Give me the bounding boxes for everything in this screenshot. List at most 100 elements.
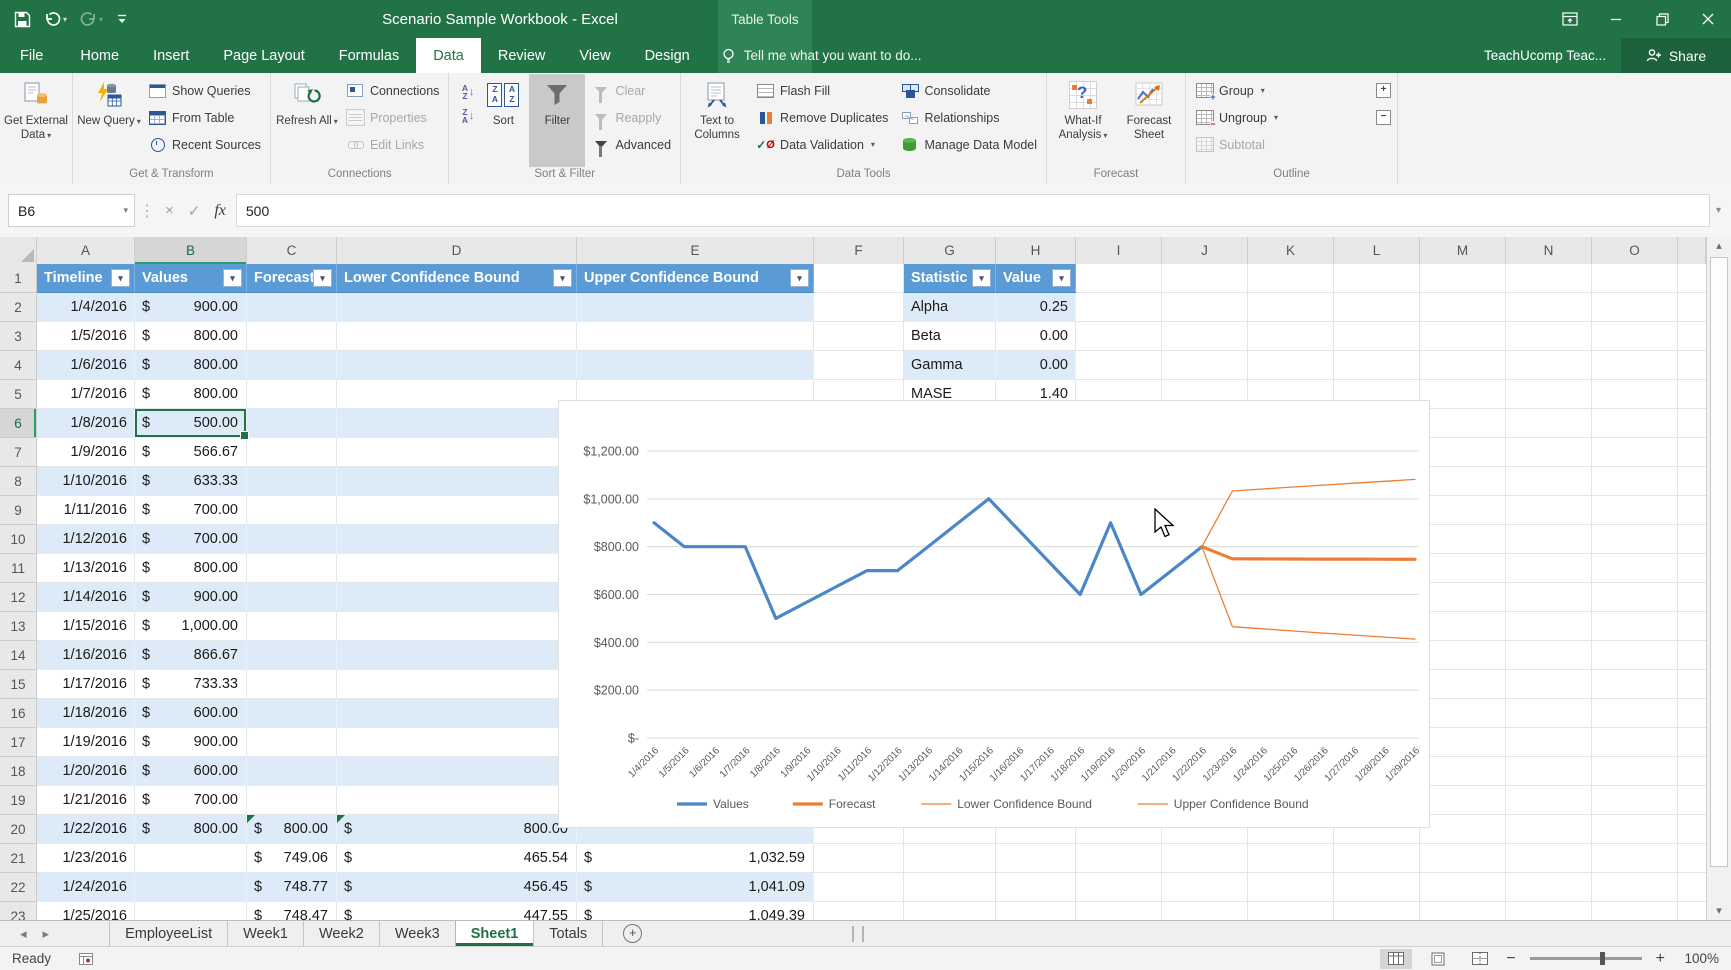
cell-D16[interactable] [337, 699, 577, 728]
sheet-tab-week2[interactable]: Week2 [303, 921, 379, 946]
save-button[interactable] [14, 11, 31, 28]
cell-L4[interactable] [1334, 351, 1420, 380]
cell-N9[interactable] [1506, 496, 1592, 525]
cell-H2[interactable]: 0.25 [996, 293, 1076, 322]
row-header-20[interactable]: 20 [0, 815, 37, 844]
remove-duplicates-button[interactable]: Remove Duplicates [750, 104, 894, 131]
close-button[interactable] [1685, 0, 1731, 38]
what-if-analysis-button[interactable]: What-If Analysis▾ [1050, 74, 1116, 167]
table-header-B1[interactable]: Values▾ [135, 264, 247, 293]
text-to-columns-button[interactable]: Text to Columns [684, 74, 750, 167]
cell-N6[interactable] [1506, 409, 1592, 438]
cell-A12[interactable]: 1/14/2016 [37, 583, 135, 612]
cell-A17[interactable]: 1/19/2016 [37, 728, 135, 757]
cell-K2[interactable] [1248, 293, 1334, 322]
cell-C14[interactable] [247, 641, 337, 670]
row-header-14[interactable]: 14 [0, 641, 37, 670]
row-header-5[interactable]: 5 [0, 380, 37, 409]
cell-O20[interactable] [1592, 815, 1678, 844]
cell-C15[interactable] [247, 670, 337, 699]
scroll-down-icon[interactable]: ▾ [1707, 902, 1731, 920]
cell-C2[interactable] [247, 293, 337, 322]
cell-O11[interactable] [1592, 554, 1678, 583]
row-header-12[interactable]: 12 [0, 583, 37, 612]
from-table-button[interactable]: From Table [142, 104, 267, 131]
cell-J3[interactable] [1162, 322, 1248, 351]
name-box-dropdown-arrow[interactable]: ▾ [123, 205, 128, 216]
zoom-slider-thumb[interactable] [1600, 952, 1605, 965]
restore-button[interactable] [1639, 0, 1685, 38]
column-header-N[interactable]: N [1506, 237, 1592, 264]
cell-O9[interactable] [1592, 496, 1678, 525]
cell-I3[interactable] [1076, 322, 1162, 351]
cell-N3[interactable] [1506, 322, 1592, 351]
cell-O12[interactable] [1592, 583, 1678, 612]
cell-J2[interactable] [1162, 293, 1248, 322]
cell-F23[interactable] [814, 902, 904, 920]
show-detail-button[interactable]: + [1373, 77, 1394, 104]
sheet-nav-left-icon[interactable]: ◂ [20, 926, 27, 942]
cell-B5[interactable]: $800.00 [135, 380, 247, 409]
cell-F22[interactable] [814, 873, 904, 902]
row-header-17[interactable]: 17 [0, 728, 37, 757]
cell-C8[interactable] [247, 467, 337, 496]
cell-L3[interactable] [1334, 322, 1420, 351]
cell-H23[interactable] [996, 902, 1076, 920]
cell-E22[interactable]: $1,041.09 [577, 873, 814, 902]
cell-B15[interactable]: $733.33 [135, 670, 247, 699]
row-header-8[interactable]: 8 [0, 467, 37, 496]
cell-C3[interactable] [247, 322, 337, 351]
zoom-out-button[interactable]: − [1506, 950, 1515, 968]
cell-B7[interactable]: $566.67 [135, 438, 247, 467]
cell-E4[interactable] [577, 351, 814, 380]
cell-M4[interactable] [1420, 351, 1506, 380]
cell-C18[interactable] [247, 757, 337, 786]
row-header-4[interactable]: 4 [0, 351, 37, 380]
cell-K21[interactable] [1248, 844, 1334, 873]
zoom-slider[interactable] [1530, 957, 1642, 960]
tab-scroll-splitter[interactable] [852, 926, 864, 942]
cell-H3[interactable]: 0.00 [996, 322, 1076, 351]
cell-O15[interactable] [1592, 670, 1678, 699]
name-box[interactable]: B6▾ [8, 194, 135, 227]
cell-M9[interactable] [1420, 496, 1506, 525]
cell-J23[interactable] [1162, 902, 1248, 920]
cell-C12[interactable] [247, 583, 337, 612]
ribbon-tab-home[interactable]: Home [63, 38, 136, 73]
vertical-scrollbar[interactable]: ▴ ▾ [1706, 237, 1731, 920]
cell-C16[interactable] [247, 699, 337, 728]
cell-B20[interactable]: $800.00 [135, 815, 247, 844]
cell-C7[interactable] [247, 438, 337, 467]
sheet-tab-week1[interactable]: Week1 [227, 921, 303, 946]
column-header-I[interactable]: I [1076, 237, 1162, 264]
cell-C6[interactable] [247, 409, 337, 438]
cell-D15[interactable] [337, 670, 577, 699]
column-header-D[interactable]: D [337, 237, 577, 264]
cell-N11[interactable] [1506, 554, 1592, 583]
sheet-tab-week3[interactable]: Week3 [379, 921, 455, 946]
table-header-A1[interactable]: Timeline▾ [37, 264, 135, 293]
cell-F2[interactable] [814, 293, 904, 322]
cell-M6[interactable] [1420, 409, 1506, 438]
page-break-view-button[interactable] [1464, 949, 1496, 969]
data-validation-button[interactable]: ✓ØData Validation▾ [750, 131, 894, 158]
cell-I4[interactable] [1076, 351, 1162, 380]
cell-O3[interactable] [1592, 322, 1678, 351]
cell-B23[interactable] [135, 902, 247, 920]
share-button[interactable]: Share [1621, 38, 1731, 73]
cell-L21[interactable] [1334, 844, 1420, 873]
cell-L22[interactable] [1334, 873, 1420, 902]
cell-D8[interactable] [337, 467, 577, 496]
cell-O23[interactable] [1592, 902, 1678, 920]
confirm-entry-button[interactable]: ✓ [188, 202, 201, 220]
cell-N15[interactable] [1506, 670, 1592, 699]
cell-E21[interactable]: $1,032.59 [577, 844, 814, 873]
show-queries-button[interactable]: Show Queries [142, 77, 267, 104]
cell-N16[interactable] [1506, 699, 1592, 728]
cell-B10[interactable]: $700.00 [135, 525, 247, 554]
cell-N4[interactable] [1506, 351, 1592, 380]
cell-B3[interactable]: $800.00 [135, 322, 247, 351]
flash-fill-button[interactable]: Flash Fill [750, 77, 894, 104]
cell-O19[interactable] [1592, 786, 1678, 815]
row-header-1[interactable]: 1 [0, 264, 37, 293]
